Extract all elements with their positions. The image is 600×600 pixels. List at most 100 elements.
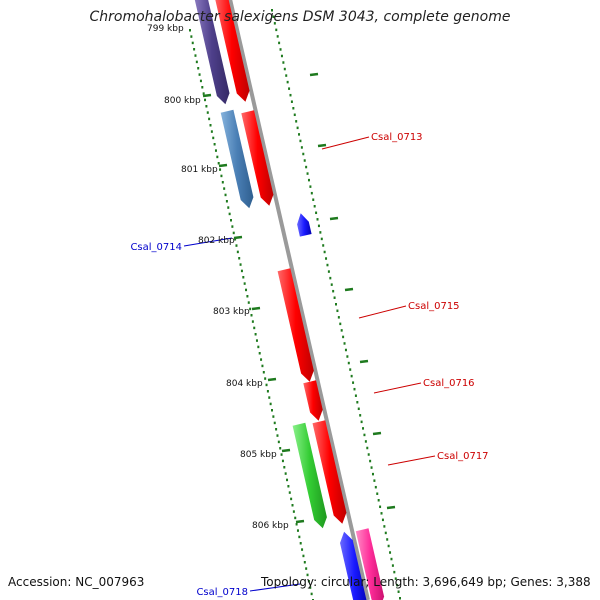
minor-tick: [225, 200, 228, 203]
minor-tick: [195, 60, 198, 64]
feature-f3[interactable]: [241, 110, 274, 206]
feature-f10[interactable]: [355, 528, 385, 600]
minor-tick: [282, 61, 285, 64]
feature-f2[interactable]: [194, 0, 230, 105]
feature-f1[interactable]: [214, 0, 250, 102]
left-tick-row: [189, 29, 314, 600]
minor-tick: [391, 564, 394, 567]
minor-tick: [287, 485, 290, 488]
minor-tick: [276, 434, 279, 437]
minor-tick: [337, 316, 340, 319]
minor-tick: [303, 561, 306, 564]
minor-tick: [340, 329, 343, 332]
major-tick: [372, 431, 382, 436]
minor-tick: [363, 433, 366, 437]
minor-tick: [265, 383, 268, 387]
feature-f5[interactable]: [297, 213, 312, 237]
gene-label[interactable]: Csal_0713: [371, 132, 423, 143]
minor-tick: [264, 377, 267, 380]
minor-tick: [289, 93, 292, 97]
minor-tick: [316, 218, 319, 221]
minor-tick: [258, 352, 261, 355]
minor-tick: [307, 580, 310, 583]
gene-label[interactable]: Csal_0717: [437, 451, 489, 462]
minor-tick: [268, 396, 271, 399]
accession-text: Accession: NC_007963: [8, 575, 145, 589]
minor-tick: [386, 538, 389, 541]
minor-tick: [234, 238, 237, 241]
minor-tick: [389, 551, 392, 554]
minor-tick: [246, 295, 249, 298]
minor-tick: [359, 414, 362, 417]
minor-tick: [214, 149, 217, 152]
minor-tick: [250, 314, 253, 317]
minor-tick: [257, 345, 260, 349]
minor-tick: [302, 152, 305, 156]
leader-line: [373, 382, 422, 394]
minor-tick: [286, 478, 289, 482]
minor-tick: [360, 420, 363, 424]
feature-f6[interactable]: [277, 268, 314, 382]
minor-tick: [212, 136, 215, 140]
major-tick: [251, 306, 261, 311]
minor-tick: [198, 73, 201, 76]
minor-tick: [260, 358, 263, 361]
minor-tick: [336, 309, 339, 313]
feature-f9[interactable]: [292, 422, 327, 529]
minor-tick: [396, 583, 399, 587]
minor-tick: [325, 257, 328, 260]
minor-tick: [306, 172, 309, 175]
gene-label[interactable]: Csal_0718: [196, 587, 248, 598]
minor-tick: [315, 211, 318, 215]
minor-tick: [290, 497, 293, 501]
minor-tick: [376, 492, 379, 495]
gene-label[interactable]: Csal_0716: [423, 378, 475, 389]
minor-tick: [219, 168, 222, 171]
leader-line: [358, 305, 407, 319]
feature-f7[interactable]: [303, 380, 323, 421]
minor-tick: [380, 512, 383, 515]
gene-label[interactable]: Csal_0714: [130, 242, 182, 253]
minor-tick: [383, 525, 386, 528]
minor-tick: [291, 504, 294, 507]
minor-tick: [299, 139, 302, 143]
minor-tick: [347, 361, 350, 365]
minor-tick: [193, 48, 196, 51]
minor-tick: [310, 592, 313, 596]
minor-tick: [197, 67, 200, 70]
minor-tick: [249, 307, 252, 311]
leader-line: [321, 136, 370, 150]
major-tick: [317, 143, 327, 148]
minor-tick: [286, 80, 289, 84]
minor-tick: [292, 510, 295, 513]
minor-tick: [208, 117, 211, 121]
feature-f4[interactable]: [220, 109, 254, 209]
minor-tick: [238, 257, 241, 260]
minor-tick: [302, 554, 305, 558]
minor-tick: [312, 198, 315, 201]
gene-labels: Csal_0713 Csal_0714 Csal_0715 Csal_0716 Csal…: [130, 132, 488, 598]
minor-tick: [390, 557, 393, 561]
feature-f8[interactable]: [312, 420, 347, 524]
minor-tick: [230, 219, 232, 222]
minor-tick: [333, 296, 336, 299]
minor-tick: [201, 86, 204, 89]
minor-tick: [346, 355, 349, 358]
minor-tick: [393, 570, 396, 574]
minor-tick: [332, 289, 335, 293]
minor-tick: [280, 54, 283, 58]
feature-f11[interactable]: [340, 531, 369, 600]
minor-tick: [278, 41, 281, 45]
minor-tick: [191, 41, 194, 45]
gene-label[interactable]: Csal_0715: [408, 301, 460, 312]
minor-tick: [300, 146, 303, 149]
minor-tick: [262, 371, 265, 374]
label-leaders: [183, 136, 436, 592]
minor-tick: [279, 48, 282, 51]
major-tick: [344, 287, 354, 292]
minor-tick: [288, 87, 291, 90]
minor-tick: [344, 348, 347, 352]
minor-tick: [371, 472, 374, 476]
minor-tick: [205, 105, 208, 108]
